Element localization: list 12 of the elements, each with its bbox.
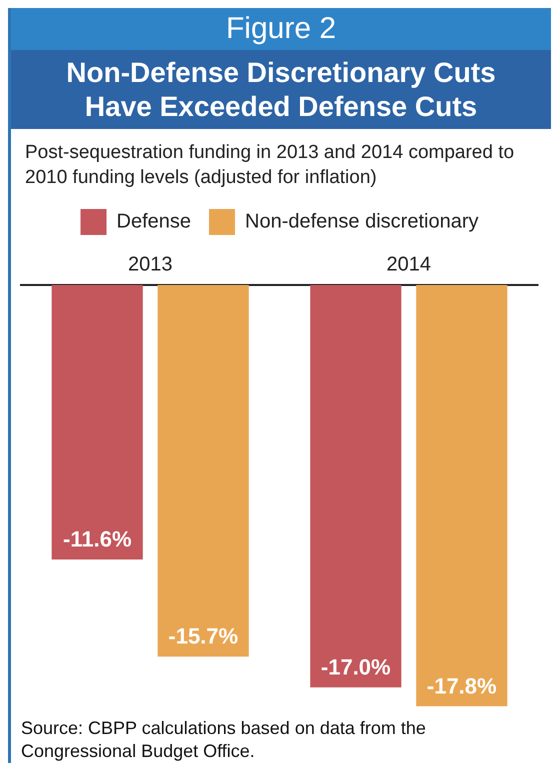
- chart-subtitle: Post-sequestration funding in 2013 and 2014 compared to 2010 funding levels (adjusted for inflation): [24, 141, 516, 190]
- legend-label: Defense: [116, 210, 192, 232]
- x-tick-label: 2014: [386, 253, 431, 276]
- data-label: -17.8%: [426, 672, 497, 698]
- chart-title: Non-Defense Discretionary Cuts Have Exceeded Defense Cuts: [11, 50, 551, 130]
- source-note: Source: CBPP calculations based on data from the Congressional Budget Office.: [20, 716, 427, 763]
- data-label: -15.7%: [168, 623, 238, 648]
- data-label: -11.6%: [63, 526, 132, 552]
- caption: Figure 2: [11, 8, 551, 50]
- legend-label: Non-defense discretionary: [245, 210, 478, 232]
- x-tick-label: 2013: [128, 253, 172, 276]
- data-label: -17.0%: [320, 654, 391, 679]
